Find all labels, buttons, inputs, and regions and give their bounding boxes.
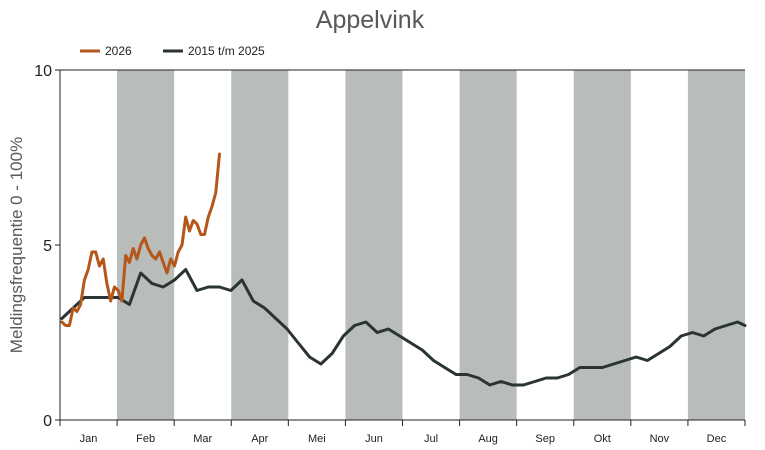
x-tick-label-mei: Mei (308, 433, 326, 445)
x-ticks: Jan Feb Mar Apr Mei Jun Jul Aug Sep Okt Nov Dec (59, 420, 746, 445)
series-layer (60, 152, 747, 387)
month-bands (117, 70, 745, 420)
legend-label-2026: 2026 (105, 44, 132, 58)
month-band-aug (459, 70, 517, 420)
y-axis-label: Meldingsfrequentie 0 - 100% (7, 137, 26, 353)
chart-title: Appelvink (316, 6, 425, 34)
x-tick-label-nov: Nov (650, 433, 670, 445)
month-band-apr (231, 70, 289, 420)
legend-label-2015-2025: 2015 t/m 2025 (188, 44, 265, 58)
x-tick-label-dec: Dec (707, 433, 727, 445)
x-tick-label-okt: Okt (594, 433, 611, 445)
x-tick-label-feb: Feb (136, 433, 155, 445)
series-line-2026 (60, 152, 221, 327)
x-tick-label-jan: Jan (80, 433, 98, 445)
x-tick-label-mar: Mar (193, 433, 212, 445)
y-tick-label-10: 10 (34, 63, 52, 80)
legend: 2026 2015 t/m 2025 (80, 44, 265, 58)
x-tick-label-jul: Jul (424, 433, 438, 445)
x-tick-label-jun: Jun (365, 433, 383, 445)
y-ticks: 0 5 10 (34, 63, 60, 430)
month-band-dec (687, 70, 745, 420)
series-line-2015-2025 (60, 268, 747, 387)
month-band-jun (345, 70, 403, 420)
x-tick-label-aug: Aug (478, 433, 498, 445)
x-tick-label-apr: Apr (251, 433, 268, 445)
x-tick-label-sep: Sep (535, 433, 555, 445)
y-tick-label-0: 0 (43, 413, 52, 430)
y-tick-label-5: 5 (43, 238, 52, 255)
